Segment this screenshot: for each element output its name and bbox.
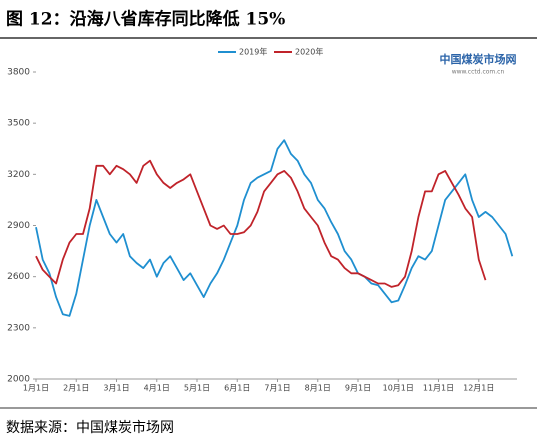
watermark-site: www.cctd.com.cn (452, 69, 505, 76)
y-tick-label: 2000 (7, 375, 30, 385)
x-tick-label: 8月1日 (305, 384, 331, 393)
y-tick-label: 3800 (7, 68, 30, 78)
x-tick-label: 6月1日 (224, 384, 250, 393)
x-tick-label: 7月1日 (264, 384, 290, 393)
legend-label: 2020年 (295, 47, 323, 57)
x-tick-label: 9月1日 (345, 384, 371, 393)
x-tick-label: 2月1日 (63, 384, 89, 393)
source-note: 数据来源：中国煤炭市场网 (6, 419, 174, 436)
y-tick-label: 2600 (7, 272, 30, 282)
x-tick-label: 3月1日 (103, 384, 129, 393)
y-tick-label: 3200 (7, 170, 30, 180)
x-tick-label: 4月1日 (144, 384, 170, 393)
x-tick-label: 10月1日 (383, 384, 414, 393)
series-line (35, 159, 487, 288)
x-tick-label: 12月1日 (463, 384, 494, 393)
y-tick-label: 2900 (7, 221, 30, 231)
figure-title: 图 12：沿海八省库存同比降低 15% (6, 9, 285, 30)
legend-label: 2019年 (239, 47, 267, 57)
y-tick-label: 3500 (7, 119, 30, 129)
x-tick-label: 11月1日 (423, 384, 454, 393)
series-line (35, 139, 514, 317)
x-tick-label: 5月1日 (184, 384, 210, 393)
x-tick-label: 1月1日 (23, 384, 49, 393)
y-tick-label: 2300 (7, 323, 30, 333)
watermark-brand: 中国煤炭市场网 (440, 52, 517, 66)
